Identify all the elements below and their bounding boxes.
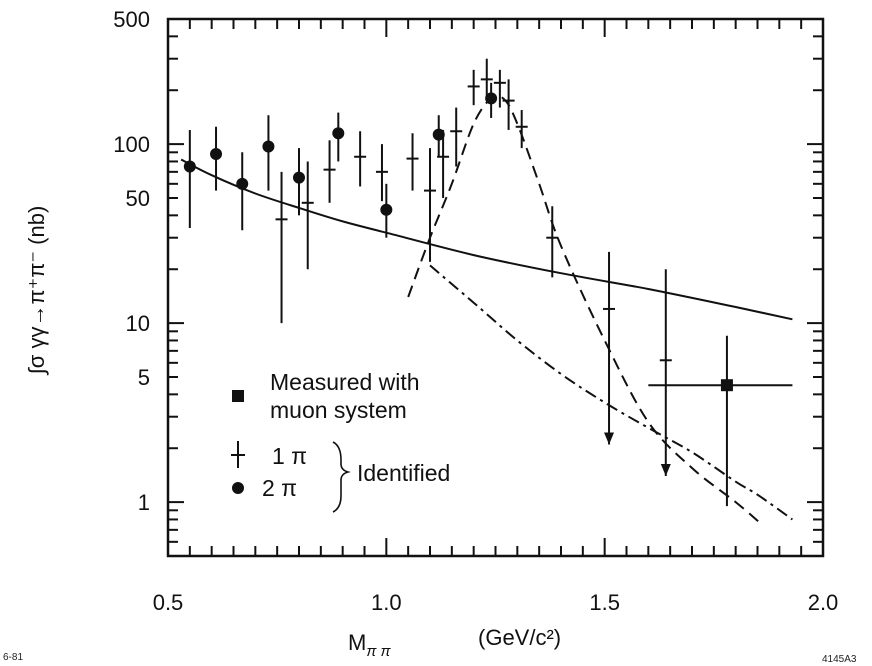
y-tick-label: 1	[138, 490, 150, 515]
x-tick-label: 1.5	[589, 590, 620, 615]
legend: Measured with muon system 1 π 2 π Identi…	[231, 369, 450, 513]
data-point-circle	[380, 203, 393, 216]
data-point-circle	[183, 160, 196, 173]
legend-one-pi: 1 π	[272, 443, 307, 469]
x-tick-label: 1.0	[371, 590, 402, 615]
y-tick-label: 5	[138, 365, 150, 390]
corner-label-right: 4145A3	[822, 654, 857, 665]
data-point-circle	[332, 127, 345, 140]
x-axis-title-main: Mπ π	[348, 630, 392, 660]
axis-ticks	[167, 18, 824, 557]
y-tick-label: 100	[113, 132, 150, 157]
curve-dashdot	[429, 264, 793, 521]
data-point-square	[720, 379, 733, 392]
data-point-circle	[210, 148, 223, 161]
x-axis-title: Mπ π (GeV/c²)	[348, 625, 561, 660]
data-point-circle	[293, 171, 305, 184]
legend-two-pi: 2 π	[262, 475, 297, 501]
legend-brace	[332, 441, 351, 513]
corner-label-left: 6-81	[3, 652, 23, 663]
legend-measured-line1: Measured with	[270, 369, 420, 395]
x-tick-labels: 0.5 1.0 1.5 2.0	[153, 590, 839, 615]
legend-circle-marker	[232, 482, 244, 494]
curve-dashed	[407, 94, 763, 526]
upper-limit-arrow	[604, 432, 615, 445]
y-tick-label: 500	[113, 7, 150, 32]
data-point-circle	[262, 140, 275, 153]
y-tick-labels: 500 100 50 10 5 1	[113, 7, 150, 515]
x-axis-unit: (GeV/c²)	[478, 625, 561, 650]
data-point-circle	[236, 177, 249, 190]
curve-solid	[180, 158, 793, 321]
upper-limit-arrow	[660, 463, 671, 476]
y-tick-label: 50	[126, 186, 150, 211]
legend-square-marker	[232, 390, 244, 402]
model-curves	[180, 94, 793, 526]
legend-cross-marker	[231, 441, 245, 468]
legend-measured-line2: muon system	[270, 397, 407, 423]
y-tick-label: 10	[126, 311, 150, 336]
x-tick-label: 0.5	[153, 590, 184, 615]
x-tick-label: 2.0	[808, 590, 839, 615]
data-point-circle	[485, 92, 498, 105]
legend-identified: Identified	[357, 460, 450, 486]
y-axis-title: ∫σ γγ→π⁺π⁻ (nb)	[24, 206, 49, 377]
data-point-circle	[432, 128, 445, 141]
data-points	[183, 58, 793, 507]
